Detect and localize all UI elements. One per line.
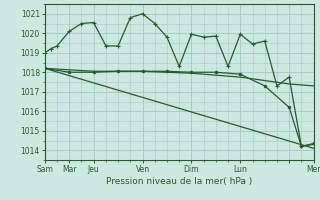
X-axis label: Pression niveau de la mer( hPa ): Pression niveau de la mer( hPa ) <box>106 177 252 186</box>
